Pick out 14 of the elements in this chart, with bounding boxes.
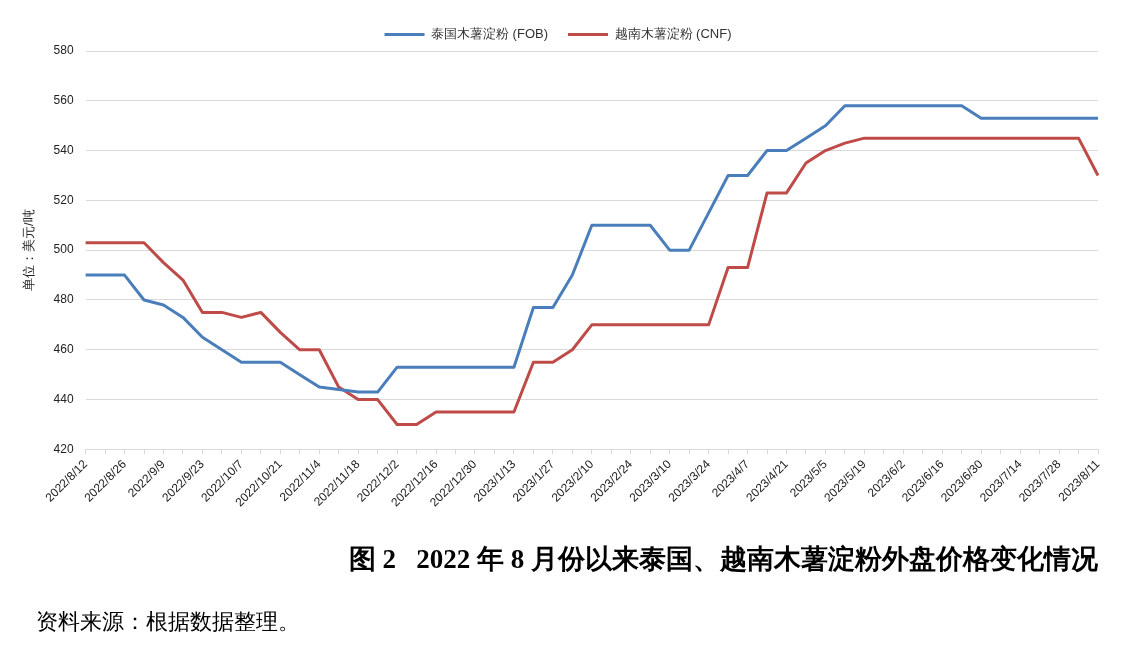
y-tick-label: 420 <box>53 441 74 456</box>
y-tick-label: 480 <box>53 292 74 307</box>
y-tick-label: 500 <box>53 242 74 257</box>
text: 资料来源：根据数据整理。 <box>35 608 301 636</box>
text: 图 2 2022 年 8 月份以来泰国、越南木薯淀粉外盘价格变化情况 <box>347 543 1099 576</box>
y-tick-label: 580 <box>53 43 74 58</box>
y-tick-label: 560 <box>53 93 74 108</box>
y-axis-title: 单位：美元/吨 <box>21 209 37 291</box>
y-tick-label: 540 <box>53 142 74 157</box>
legend-label: 越南木薯淀粉 (CNF) <box>614 26 732 42</box>
y-tick-label: 520 <box>53 192 74 207</box>
legend-label: 泰国木薯淀粉 (FOB) <box>431 26 549 42</box>
y-tick-label: 460 <box>53 342 74 357</box>
y-tick-label: 440 <box>53 391 74 406</box>
